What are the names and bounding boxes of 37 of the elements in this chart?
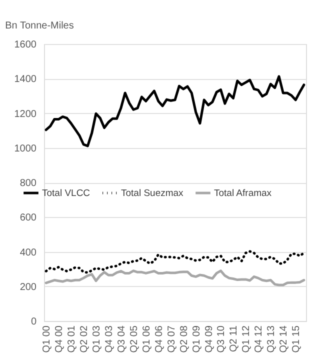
legend-label: Total VLCC (42, 188, 90, 199)
y-tick-label: 600 (20, 212, 37, 224)
y-tick-label: 1600 (14, 40, 37, 50)
x-tick-label: Q2 05 (128, 325, 140, 353)
line-series (44, 75, 306, 148)
x-tick-label: Q3 01 (66, 325, 78, 353)
x-tick-label: Q1 09 (191, 325, 202, 353)
x-tick-label: Q2 11 (228, 325, 240, 352)
legend-label: Total Aframax (214, 188, 272, 199)
x-tick-label: Q4 00 (54, 325, 66, 353)
x-tick-label: Q2 08 (178, 325, 190, 353)
x-tick-label: Q3 07 (166, 325, 178, 353)
y-tick-label: 200 (20, 282, 37, 293)
x-tick-label: Q2 14 (278, 325, 290, 353)
x-tick-label: Q4 12 (254, 325, 265, 353)
legend-label: Total Suezmax (121, 188, 184, 199)
x-tick-label: Q4 03 (104, 325, 115, 353)
y-tick-label: 1400 (14, 74, 37, 86)
x-tick-label: Q1 15 (291, 325, 302, 353)
x-tick-label: Q1 06 (141, 325, 152, 353)
x-tick-label: Q1 03 (91, 325, 102, 353)
line-series (44, 250, 306, 274)
x-tick-label: Q3 13 (266, 325, 278, 353)
y-tick-label: 0 (30, 316, 37, 328)
line-series (44, 270, 306, 286)
x-tick-label: Q1 00 (42, 325, 53, 353)
x-tick-label: Q2 02 (79, 325, 90, 353)
x-tick-label: Q1 12 (241, 325, 252, 353)
y-tick-label: 800 (20, 178, 37, 189)
x-tick-label: Q3 10 (216, 325, 228, 353)
y-tick-label: 1200 (14, 108, 37, 120)
y-tick-label: 1000 (14, 143, 37, 154)
x-tick-label: Q4 06 (154, 325, 165, 353)
x-tick-label: Q3 04 (116, 325, 128, 353)
y-axis-title: Bn Tonne-Miles (5, 20, 74, 32)
y-tick-label: 400 (20, 247, 37, 258)
x-tick-label: Q4 09 (204, 325, 215, 353)
